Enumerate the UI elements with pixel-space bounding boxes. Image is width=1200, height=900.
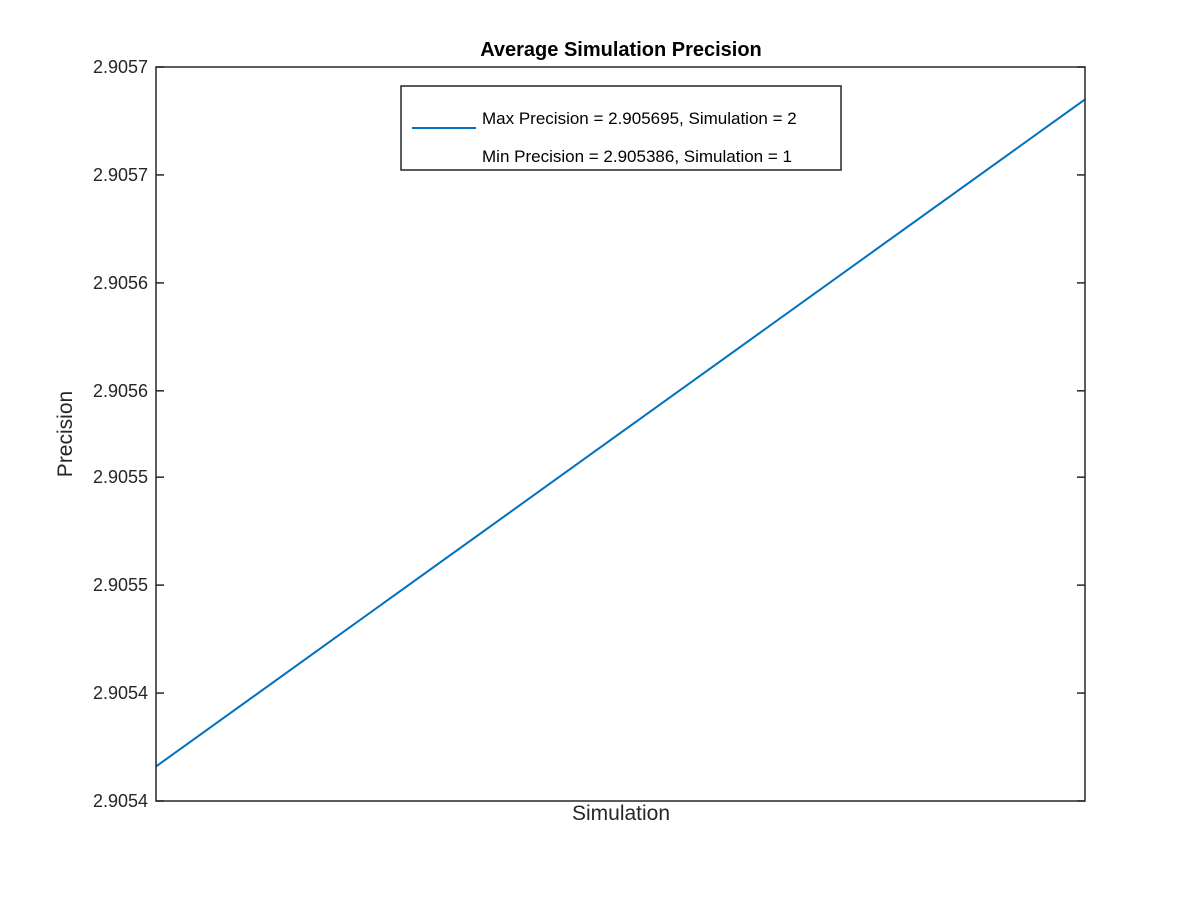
x-axis-label: Simulation bbox=[572, 802, 670, 825]
chart-title: Average Simulation Precision bbox=[480, 39, 762, 61]
y-tick-label: 2.9057 bbox=[93, 165, 148, 185]
legend-entry-min: Min Precision = 2.905386, Simulation = 1 bbox=[482, 147, 792, 166]
y-tick-label: 2.9056 bbox=[93, 381, 148, 401]
y-tick-label: 2.9055 bbox=[93, 467, 148, 487]
plot-frame bbox=[155, 66, 1086, 802]
legend: Max Precision = 2.905695, Simulation = 2… bbox=[400, 85, 842, 171]
y-tick-label: 2.9055 bbox=[93, 575, 148, 595]
y-tick-label: 2.9054 bbox=[93, 791, 148, 811]
series-line bbox=[155, 98, 1086, 768]
legend-box bbox=[400, 85, 842, 171]
y-axis-label: Precision bbox=[54, 391, 77, 477]
y-tick-label: 2.9057 bbox=[93, 57, 148, 77]
y-tick-label: 2.9054 bbox=[93, 683, 148, 703]
y-axis-ticks: 2.9054 2.9054 2.9055 2.9055 2.9056 2.9056 2.90… bbox=[93, 57, 1085, 811]
y-tick-label: 2.9056 bbox=[93, 273, 148, 293]
series-layer bbox=[155, 98, 1086, 768]
legend-entry-max: Max Precision = 2.905695, Simulation = 2 bbox=[482, 109, 797, 128]
